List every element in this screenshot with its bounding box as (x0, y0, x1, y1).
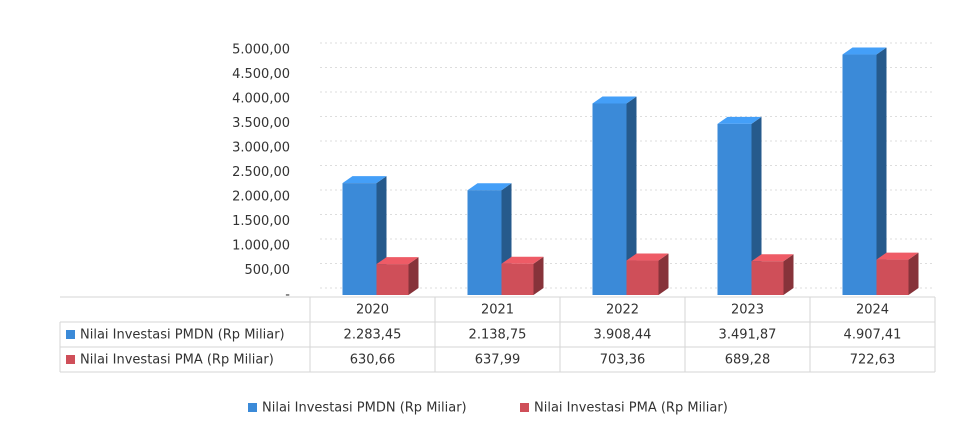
bar-side (626, 96, 637, 295)
y-tick-label: 2.000,00 (232, 190, 290, 205)
bar-top (592, 96, 637, 104)
bar-side (783, 254, 794, 295)
y-tick-label: 4.500,00 (232, 67, 290, 82)
x-tick-label: 2021 (481, 303, 514, 318)
table-series-name: Nilai Investasi PMDN (Rp Miliar) (80, 328, 285, 343)
legend-label: Nilai Investasi PMA (Rp Miliar) (534, 401, 728, 416)
legend-label: Nilai Investasi PMDN (Rp Miliar) (262, 401, 467, 416)
y-tick-label: 1.000,00 (232, 239, 290, 254)
bar-side (658, 253, 669, 295)
x-tick-label: 2022 (606, 303, 639, 318)
bar (876, 259, 909, 295)
bar-top (751, 254, 794, 262)
y-tick-label: 500,00 (245, 263, 291, 278)
bar-side (408, 257, 419, 295)
table-value: 4.907,41 (844, 328, 902, 343)
y-tick-label: 1.500,00 (232, 214, 290, 229)
table-value: 2.283,45 (344, 328, 402, 343)
legend-key (248, 403, 257, 412)
bar-top (467, 183, 512, 191)
bar (376, 264, 409, 295)
bar (501, 263, 534, 295)
y-tick-label: 3.500,00 (232, 116, 290, 131)
y-tick-label: 4.000,00 (232, 92, 290, 107)
x-tick-label: 2023 (731, 303, 764, 318)
table-value: 2.138,75 (469, 328, 527, 343)
bar-top (876, 252, 919, 260)
bar-top (626, 253, 669, 261)
bar-side (908, 252, 919, 295)
bar-side (751, 116, 762, 295)
y-tick-label: 2.500,00 (232, 165, 290, 180)
bar (342, 183, 377, 295)
table-series-name: Nilai Investasi PMA (Rp Miliar) (80, 353, 274, 368)
bar (751, 261, 784, 295)
bar (467, 190, 502, 295)
bar-top (501, 256, 544, 264)
table-value: 630,66 (350, 353, 396, 368)
table-legend-key (66, 330, 75, 339)
y-tick-label: - (285, 288, 290, 303)
bar-top (717, 116, 762, 124)
table-value: 689,28 (725, 353, 771, 368)
bar-top (342, 176, 387, 184)
table-value: 703,36 (600, 353, 646, 368)
x-tick-label: 2024 (856, 303, 889, 318)
bar-top (842, 47, 887, 55)
bar-side (533, 256, 544, 295)
x-tick-label: 2020 (356, 303, 389, 318)
table-value: 3.908,44 (594, 328, 652, 343)
bar-top (376, 257, 419, 265)
y-tick-label: 3.000,00 (232, 141, 290, 156)
bar (717, 123, 752, 295)
table-legend-key (66, 355, 75, 364)
table-value: 3.491,87 (719, 328, 777, 343)
bar (842, 54, 877, 295)
legend-key (520, 403, 529, 412)
bar (626, 260, 659, 295)
table-value: 722,63 (850, 353, 896, 368)
bar-side (876, 47, 887, 295)
table-value: 637,99 (475, 353, 521, 368)
bar (592, 103, 627, 295)
y-tick-label: 5.000,00 (232, 43, 290, 58)
